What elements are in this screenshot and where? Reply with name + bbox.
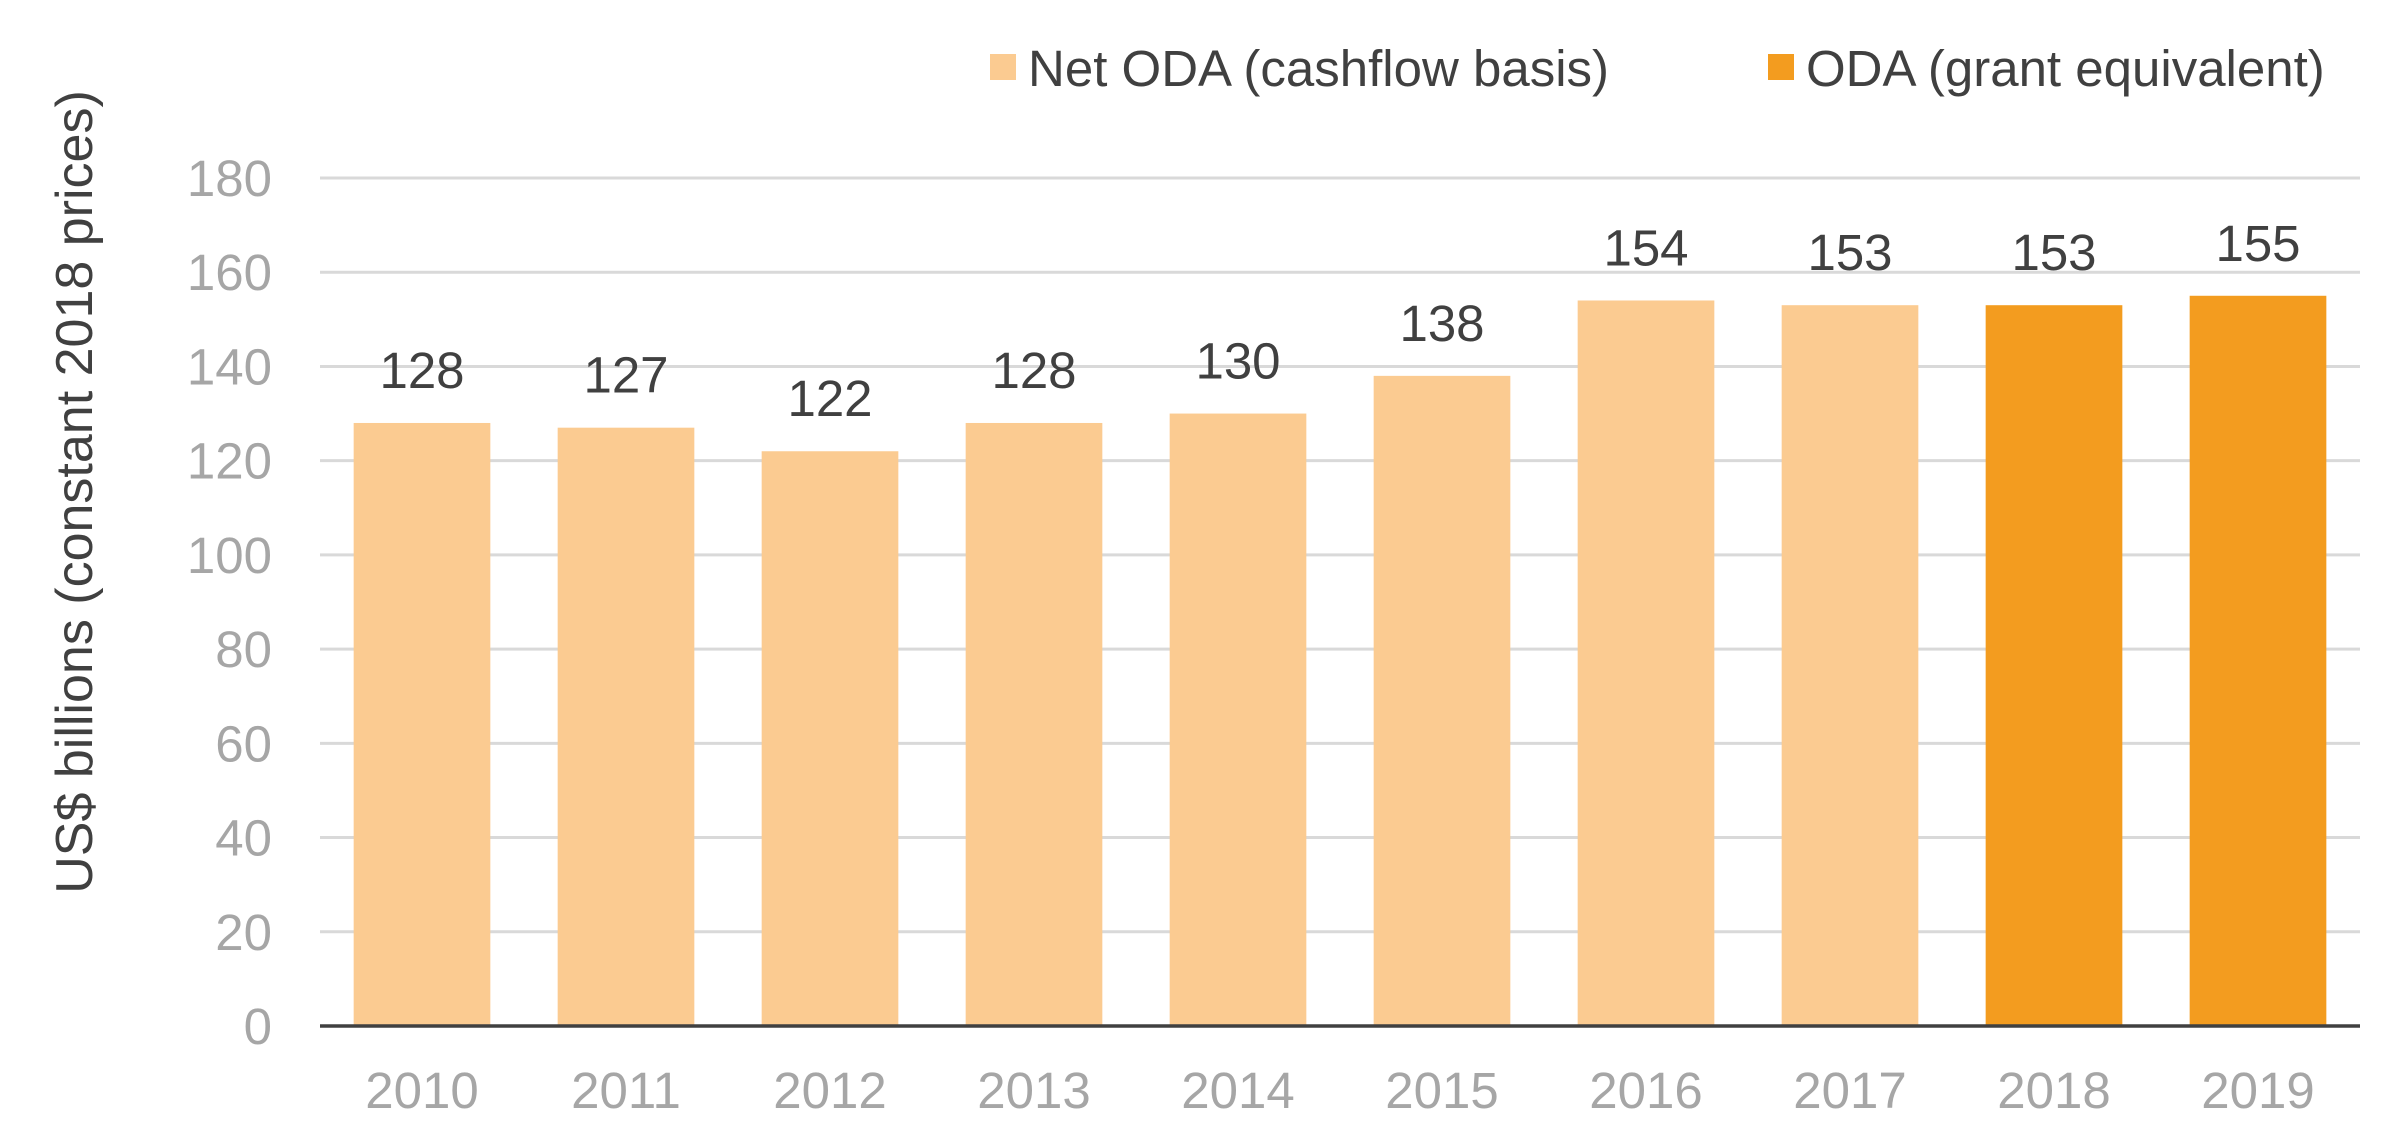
y-tick-label: 20	[215, 904, 272, 961]
data-label: 122	[787, 370, 872, 427]
data-label: 138	[1399, 295, 1484, 352]
legend-label-oda-grant-equivalent: ODA (grant equivalent)	[1806, 40, 2325, 97]
data-label: 128	[991, 342, 1076, 399]
data-label: 155	[2215, 215, 2300, 272]
legend-swatch-oda-grant-equivalent	[1768, 54, 1794, 80]
y-tick-label: 160	[187, 244, 272, 301]
data-labels: 128 127 122 128 130 138 154 153 153 155	[379, 215, 2300, 427]
x-tick-label: 2018	[1997, 1062, 2110, 1119]
x-tick-label: 2015	[1385, 1062, 1498, 1119]
data-label: 130	[1195, 333, 1280, 390]
bar-2017	[1781, 305, 1919, 1026]
legend-swatch-net-oda	[990, 54, 1016, 80]
x-tick-label: 2010	[365, 1062, 478, 1119]
bar-2014	[1169, 413, 1307, 1026]
y-tick-label: 80	[215, 621, 272, 678]
x-tick-label: 2016	[1589, 1062, 1702, 1119]
data-label: 128	[379, 342, 464, 399]
x-tick-label: 2012	[773, 1062, 886, 1119]
bar-2012	[761, 451, 899, 1026]
y-axis-title: US$ billions (constant 2018 prices)	[46, 90, 104, 894]
bar-2018	[1985, 305, 2123, 1026]
data-label: 153	[2011, 224, 2096, 281]
bar-2019	[2189, 295, 2327, 1026]
y-tick-label: 100	[187, 527, 272, 584]
y-tick-label: 180	[187, 150, 272, 207]
bar-2015	[1373, 375, 1511, 1026]
data-label: 127	[583, 347, 668, 404]
x-tick-label: 2011	[571, 1062, 681, 1119]
x-axis-ticks: 2010 2011 2012 2013 2014 2015 2016 2017 2018 2019	[365, 1062, 2314, 1119]
x-tick-label: 2017	[1793, 1062, 1906, 1119]
y-tick-label: 60	[215, 715, 272, 772]
x-tick-label: 2014	[1181, 1062, 1294, 1119]
y-tick-label: 140	[187, 338, 272, 395]
legend-label-net-oda: Net ODA (cashflow basis)	[1028, 40, 1609, 97]
y-tick-label: 40	[215, 810, 272, 867]
bar-2011	[557, 427, 695, 1026]
data-label: 153	[1807, 224, 1892, 281]
legend: Net ODA (cashflow basis) ODA (grant equi…	[990, 40, 2325, 97]
bar-2016	[1577, 300, 1715, 1026]
y-tick-label: 0	[244, 998, 272, 1055]
x-tick-label: 2013	[977, 1062, 1090, 1119]
y-axis-ticks: 0 20 40 60 80 100 120 140 160 180	[187, 150, 272, 1055]
y-tick-label: 120	[187, 433, 272, 490]
bars	[353, 295, 2327, 1026]
bar-2010	[353, 422, 491, 1026]
data-label: 154	[1603, 219, 1688, 276]
bar-2013	[965, 422, 1103, 1026]
x-tick-label: 2019	[2201, 1062, 2314, 1119]
